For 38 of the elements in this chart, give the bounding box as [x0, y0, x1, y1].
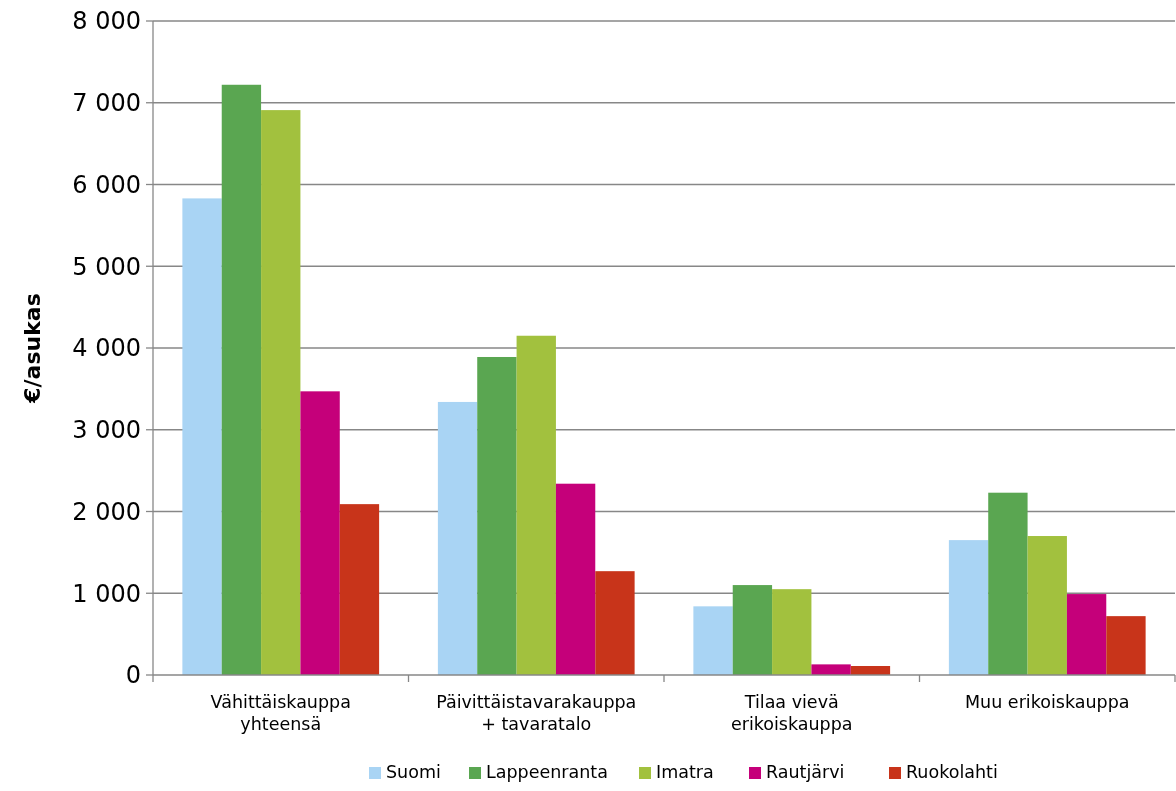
bar: [693, 606, 733, 675]
bar: [1106, 616, 1146, 675]
bar: [477, 356, 517, 675]
y-tick-label: 3 000: [72, 416, 141, 445]
y-axis-title: €/asukas: [20, 293, 45, 404]
bar: [555, 483, 596, 675]
bar: [516, 335, 556, 675]
y-tick-label: 0: [125, 661, 141, 690]
y-tick-label: 6 000: [72, 170, 141, 199]
y-tick-label: 8 000: [72, 7, 141, 36]
bar: [1027, 536, 1067, 675]
bar: [948, 540, 989, 675]
bar: [772, 589, 812, 675]
x-tick-label: Tilaa vievä erikoiskauppa: [730, 692, 853, 734]
y-tick-label: 7 000: [72, 89, 141, 118]
legend-label: Imatra: [656, 762, 714, 782]
bar: [261, 110, 301, 675]
y-tick-label: 2 000: [72, 497, 141, 526]
legend-label: Ruokolahti: [906, 762, 998, 782]
bar: [732, 585, 773, 675]
y-tick-label: 5 000: [72, 252, 141, 281]
bar: [811, 664, 851, 675]
bar: [437, 401, 478, 675]
legend-label: Suomi: [386, 762, 441, 782]
legend-label: Lappeenranta: [486, 762, 608, 782]
bar: [300, 391, 340, 675]
y-tick-label: 4 000: [72, 334, 141, 363]
x-tick-label: Muu erikoiskauppa: [965, 692, 1130, 712]
legend-label: Rautjärvi: [766, 762, 845, 782]
bar: [339, 504, 380, 675]
y-tick-label: 1 000: [72, 579, 141, 608]
bar: [595, 571, 635, 675]
bar: [221, 84, 262, 675]
bar: [988, 492, 1028, 675]
x-tick-label: Päivittäistavarakauppa + tavaratalo: [436, 692, 637, 734]
bar: [182, 198, 222, 675]
x-tick-label: Vähittäiskauppa yhteensä: [210, 692, 351, 734]
bar: [1066, 594, 1107, 675]
